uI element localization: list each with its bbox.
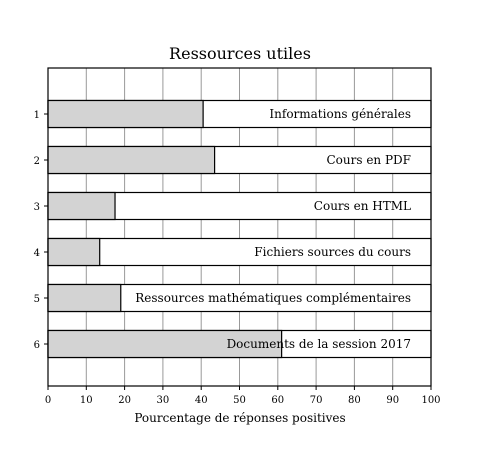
x-tick-label-40: 40 — [195, 395, 208, 406]
x-tick-label-30: 30 — [157, 395, 170, 406]
bar-3 — [47, 191, 116, 221]
x-tick-label-100: 100 — [421, 395, 440, 406]
chart-title: Ressources utiles — [169, 44, 311, 63]
y-tick-label-2: 2 — [34, 156, 40, 167]
bar-4 — [47, 237, 101, 267]
bar-5 — [47, 283, 122, 313]
x-tick-label-0: 0 — [45, 395, 51, 406]
x-axis-label: Pourcentage de réponses positives — [134, 411, 345, 425]
x-tick-label-20: 20 — [118, 395, 131, 406]
bar-label-2: Cours en PDF — [326, 153, 411, 167]
x-tick-label-60: 60 — [271, 395, 284, 406]
y-tick-label-4: 4 — [34, 248, 40, 259]
bar-label-4: Fichiers sources du cours — [254, 245, 411, 259]
bar-label-1: Informations générales — [269, 107, 411, 121]
x-axis-ticks: 0 10 20 30 40 50 60 70 80 90 100 — [45, 386, 441, 406]
bar-2 — [47, 145, 216, 175]
bar-label-5: Ressources mathématiques complémentaires — [135, 291, 411, 305]
y-tick-label-3: 3 — [34, 202, 40, 213]
x-tick-label-50: 50 — [233, 395, 246, 406]
x-tick-label-90: 90 — [386, 395, 399, 406]
bar-background-4 — [47, 237, 432, 267]
y-tick-label-6: 6 — [34, 340, 40, 351]
y-axis-ticks: 1 2 3 4 5 6 — [34, 110, 48, 351]
x-tick-label-80: 80 — [348, 395, 361, 406]
bar-label-3: Cours en HTML — [314, 199, 411, 213]
x-tick-label-10: 10 — [80, 395, 93, 406]
bar-1 — [47, 99, 204, 129]
bar-label-6: Documents de la session 2017 — [227, 337, 411, 351]
y-tick-label-1: 1 — [34, 110, 40, 121]
y-tick-label-5: 5 — [34, 294, 40, 305]
x-tick-label-70: 70 — [310, 395, 323, 406]
